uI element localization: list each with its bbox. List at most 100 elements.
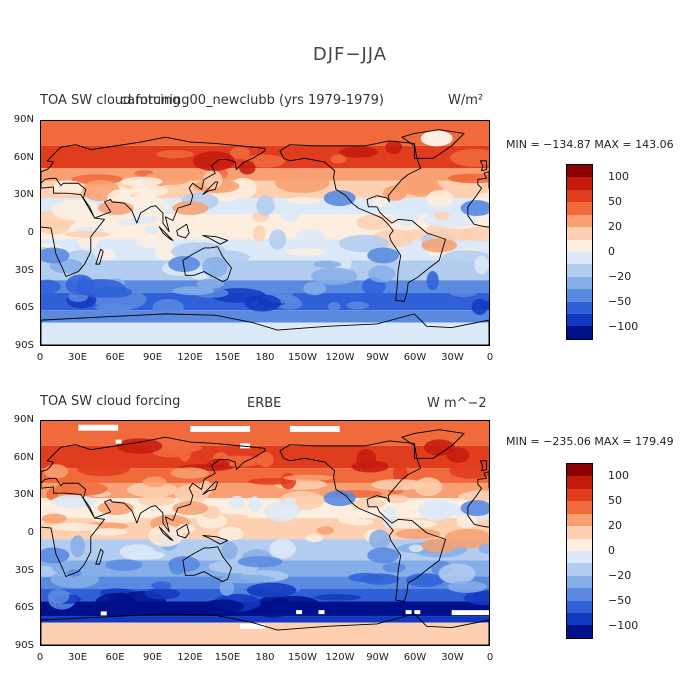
- lon-tick-label: 0: [36, 352, 44, 363]
- missing-data-patch: [115, 439, 122, 444]
- coastline: [176, 523, 190, 539]
- field-patch: [105, 559, 143, 571]
- lon-tick-label: 0: [486, 352, 494, 363]
- colorbar-segment: [567, 301, 592, 315]
- field-patch: [97, 501, 134, 516]
- field-patch: [474, 255, 489, 275]
- field-patch: [76, 460, 130, 477]
- colorbar-tick-label: 50: [608, 494, 622, 508]
- coastline: [401, 129, 465, 159]
- field-patch: [420, 130, 453, 147]
- missing-data-patch: [190, 425, 251, 432]
- colorbar-tick-label: −50: [608, 294, 632, 308]
- coastline: [182, 546, 232, 583]
- field-patch: [433, 211, 450, 220]
- field-patch: [323, 490, 356, 507]
- lon-tick-label: 0: [486, 652, 494, 663]
- colorbar: [566, 164, 593, 340]
- field-patch: [50, 570, 100, 589]
- lat-tick-label: 30S: [14, 264, 34, 276]
- field-patch: [43, 464, 69, 479]
- field-patch: [117, 438, 163, 454]
- colorbar-segment: [567, 600, 592, 614]
- field-patch: [281, 209, 299, 222]
- field-patch: [90, 528, 128, 536]
- colorbar-segment: [567, 264, 592, 277]
- field-patch: [286, 197, 321, 205]
- panel2-min-max: MIN = −235.06 MAX = 179.49: [506, 435, 674, 448]
- panel1-left-title: TOA SW cloud forcing: [40, 93, 181, 108]
- colorbar-tick-label: 20: [608, 519, 622, 533]
- field-patch: [76, 278, 126, 298]
- colorbar-segment: [567, 513, 592, 527]
- field-band: [41, 622, 489, 645]
- field-patch: [128, 184, 169, 197]
- colorbar-tick-label: −100: [608, 618, 639, 632]
- field-patch: [369, 529, 391, 550]
- field-patch: [95, 303, 135, 312]
- colorbar-segment: [567, 476, 592, 489]
- lon-tick-label: 90W: [366, 652, 389, 663]
- field-patch: [177, 440, 192, 462]
- colorbar-segment: [567, 501, 592, 514]
- field-patch: [408, 544, 424, 553]
- lon-tick-label: 30W: [441, 352, 464, 363]
- lat-tick-label: 90N: [13, 414, 34, 425]
- field-patch: [192, 151, 236, 171]
- field-patch: [456, 513, 478, 529]
- coastline: [479, 160, 487, 172]
- field-patch: [338, 234, 390, 253]
- field-patch: [46, 488, 59, 501]
- field-band: [41, 260, 489, 281]
- lat-tick-label: 60S: [14, 602, 34, 614]
- field-patch: [41, 568, 57, 578]
- field-band: [41, 560, 489, 577]
- field-patch: [201, 599, 244, 614]
- colorbar-segment: [567, 488, 592, 502]
- lon-tick-label: 180: [255, 652, 275, 663]
- field-band: [41, 616, 489, 623]
- field-patch: [330, 154, 347, 164]
- lon-tick-label: 150W: [288, 352, 317, 363]
- field-patch: [393, 207, 419, 227]
- coastline: [279, 440, 446, 602]
- missing-data-patch: [289, 425, 340, 432]
- panel1-units: W/m²: [448, 93, 484, 108]
- colorbar-segment: [567, 588, 592, 601]
- field-patch: [458, 491, 489, 502]
- field-patch: [172, 201, 209, 216]
- missing-data-patch: [405, 610, 412, 615]
- field-patch: [41, 279, 61, 294]
- field-patch: [449, 289, 478, 297]
- field-patch: [257, 451, 274, 468]
- field-patch: [348, 572, 383, 583]
- lat-tick-label: 30N: [13, 189, 34, 201]
- colorbar-segment: [567, 538, 592, 551]
- field-patch: [170, 467, 209, 479]
- field-patch: [447, 173, 489, 184]
- field-patch: [303, 281, 327, 296]
- colorbar-segment: [567, 189, 592, 203]
- field-patch: [447, 580, 488, 593]
- field-band: [41, 121, 489, 146]
- colorbar-segment: [567, 165, 592, 178]
- field-patch: [196, 514, 228, 529]
- missing-data-patch: [414, 610, 421, 615]
- field-patch: [426, 270, 439, 291]
- coastline: [41, 613, 489, 645]
- lon-tick-label: 90W: [366, 352, 389, 363]
- coastline: [41, 136, 266, 277]
- panel2-center-title: ERBE: [247, 396, 282, 411]
- field-patch: [238, 160, 256, 175]
- coastline: [202, 481, 219, 495]
- field-patch: [41, 219, 70, 235]
- lon-tick-label: 150W: [288, 652, 317, 663]
- lon-tick-label: 30W: [441, 652, 464, 663]
- field-patch: [449, 462, 489, 479]
- coastline: [95, 248, 104, 265]
- lon-tick-label: 120W: [325, 352, 355, 363]
- field-patch: [471, 298, 488, 315]
- field-patch: [382, 506, 397, 529]
- field-patch: [54, 481, 108, 496]
- field-patch: [274, 172, 330, 193]
